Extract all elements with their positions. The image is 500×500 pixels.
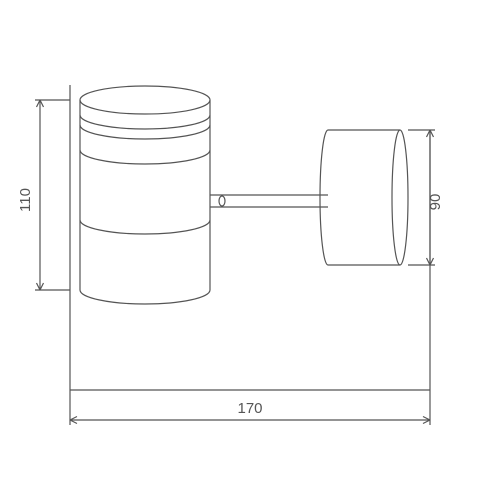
technical-drawing: 110 90 170 [0, 0, 500, 500]
dim-170-label: 170 [237, 400, 262, 417]
dim-90-label: 90 [427, 194, 444, 211]
dim-110-label: 110 [17, 188, 34, 212]
